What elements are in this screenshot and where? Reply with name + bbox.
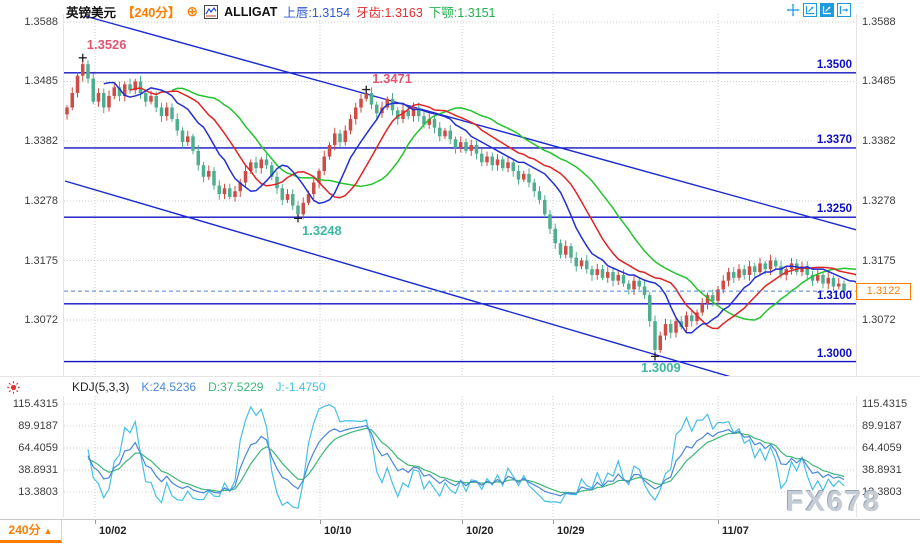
axis-label: 1.3485 — [24, 75, 58, 88]
date-tick-label: 10/20 — [466, 525, 494, 537]
date-tick-label: 10/02 — [99, 525, 127, 537]
axis-label: 1.3278 — [24, 195, 58, 208]
axis-label: 1.3382 — [862, 134, 896, 147]
axis-label: 1.3382 — [24, 134, 58, 147]
date-tick-mark — [95, 520, 96, 524]
axis-label: 89.9187 — [18, 419, 58, 432]
swing-annotation: 1.3471 — [372, 70, 413, 86]
date-tick-mark — [462, 520, 463, 524]
alligator-jaw-value: 下颚:1.3151 — [428, 6, 496, 20]
kdj-right-border — [856, 396, 857, 517]
axis-label: 38.8931 — [18, 463, 58, 476]
chart-toolbar — [786, 3, 851, 17]
date-tick-mark — [553, 520, 554, 524]
axis-label: 64.4059 — [18, 441, 58, 454]
level-label: 1.3250 — [816, 203, 852, 216]
axis-label: 13.3803 — [18, 485, 58, 498]
add-indicator-icon[interactable]: ⊕ — [186, 3, 199, 19]
level-label: 1.3000 — [816, 347, 852, 360]
alligator-teeth-value: 牙齿:1.3163 — [356, 6, 423, 20]
swing-annotation: 1.3009 — [641, 360, 681, 376]
kdj-header: KDJ(5,3,3) K:24.5236 D:37.5229 J:-1.4750 — [72, 380, 326, 394]
axis-label: 1.3072 — [24, 313, 58, 326]
kdj-j-value: J:-1.4750 — [275, 380, 326, 394]
plot-left-border — [63, 14, 64, 376]
current-price-tag: 1.3122 — [856, 283, 911, 300]
scale-axis-icon[interactable] — [803, 3, 817, 17]
kdj-title: KDJ(5,3,3) — [72, 380, 130, 394]
date-ticks: 10/02 10/10 10/20 10/29 11/07 — [0, 520, 920, 544]
axis-label: 115.4315 — [12, 398, 58, 410]
date-tick-label: 11/07 — [722, 525, 749, 537]
axis-label: 1.3588 — [24, 16, 58, 28]
axis-label: 13.3803 — [862, 485, 902, 498]
kdj-k-value: K:24.5236 — [141, 380, 197, 394]
kdj-left-border — [63, 396, 64, 517]
level-label: 1.3100 — [816, 289, 852, 302]
scale-axis-active-icon[interactable] — [820, 3, 834, 17]
move-crosshair-icon[interactable] — [786, 3, 800, 17]
axis-label: 38.8931 — [862, 463, 902, 476]
axis-label: 1.3072 — [862, 313, 896, 326]
alligator-lips-value: 上唇:1.3154 — [283, 6, 351, 20]
timeframe-selector[interactable]: 240分 ▲ — [0, 520, 62, 543]
time-axis-bar: 240分 ▲ 10/02 10/10 10/20 10/29 11/07 — [0, 519, 920, 543]
chevron-up-icon: ▲ — [43, 526, 53, 536]
axis-label: 115.4315 — [862, 398, 908, 410]
symbol-name: 英镑美元 — [66, 6, 117, 20]
timeframe-label[interactable]: 【240分】 — [122, 6, 181, 20]
chart-header: 英镑美元 【240分】 ⊕ ALLIGAT 上唇:1.3154 牙齿:1.316… — [66, 2, 496, 21]
kdj-settings-icon[interactable] — [6, 380, 21, 395]
plot-right-border — [856, 14, 857, 376]
date-tick-label: 10/10 — [324, 525, 352, 537]
date-tick-mark — [718, 520, 719, 524]
level-label: 1.3370 — [816, 133, 852, 146]
axis-label: 1.3485 — [862, 75, 896, 88]
level-label: 1.3500 — [816, 58, 852, 71]
kdj-d-value: D:37.5229 — [208, 380, 264, 394]
indicator-name: ALLIGAT — [224, 4, 278, 19]
swing-annotation: 1.3526 — [86, 36, 127, 52]
axis-label: 1.3175 — [862, 254, 896, 267]
date-tick-label: 10/29 — [557, 525, 585, 537]
axis-label: 1.3588 — [862, 16, 896, 28]
pan-right-icon[interactable] — [837, 3, 851, 17]
axis-label: 1.3278 — [862, 195, 896, 208]
axis-label: 64.4059 — [862, 441, 902, 454]
axis-label: 1.3175 — [24, 254, 58, 267]
axis-label: 89.9187 — [862, 419, 902, 432]
indicator-chart-icon — [204, 4, 219, 19]
date-tick-mark — [320, 520, 321, 524]
swing-annotation: 1.3248 — [302, 223, 342, 239]
watermark: FX678 — [786, 486, 882, 518]
panel-separator — [0, 376, 920, 377]
